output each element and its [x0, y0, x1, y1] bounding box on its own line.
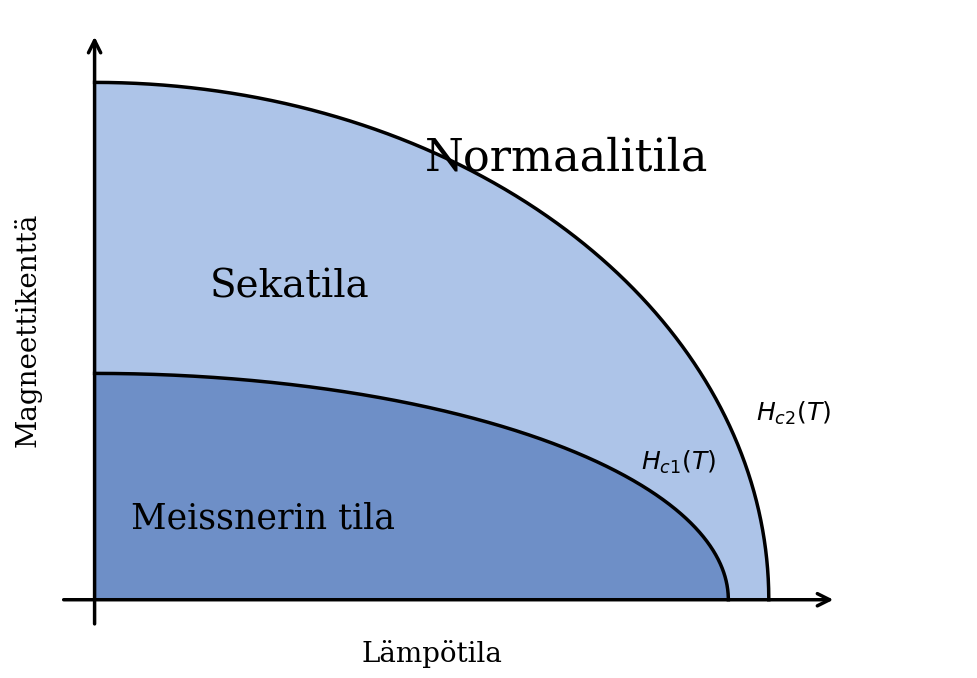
Text: Meissnerin tila: Meissnerin tila [131, 502, 395, 536]
Text: Normaalitila: Normaalitila [424, 136, 707, 180]
Polygon shape [95, 83, 768, 600]
Text: $H_{c1}(T)$: $H_{c1}(T)$ [640, 450, 715, 477]
Text: Magneettikenttä: Magneettikenttä [13, 213, 41, 447]
Polygon shape [95, 374, 728, 600]
Text: Sekatila: Sekatila [210, 268, 369, 306]
Text: Lämpötila: Lämpötila [361, 639, 501, 668]
Text: $H_{c2}(T)$: $H_{c2}(T)$ [755, 400, 829, 427]
